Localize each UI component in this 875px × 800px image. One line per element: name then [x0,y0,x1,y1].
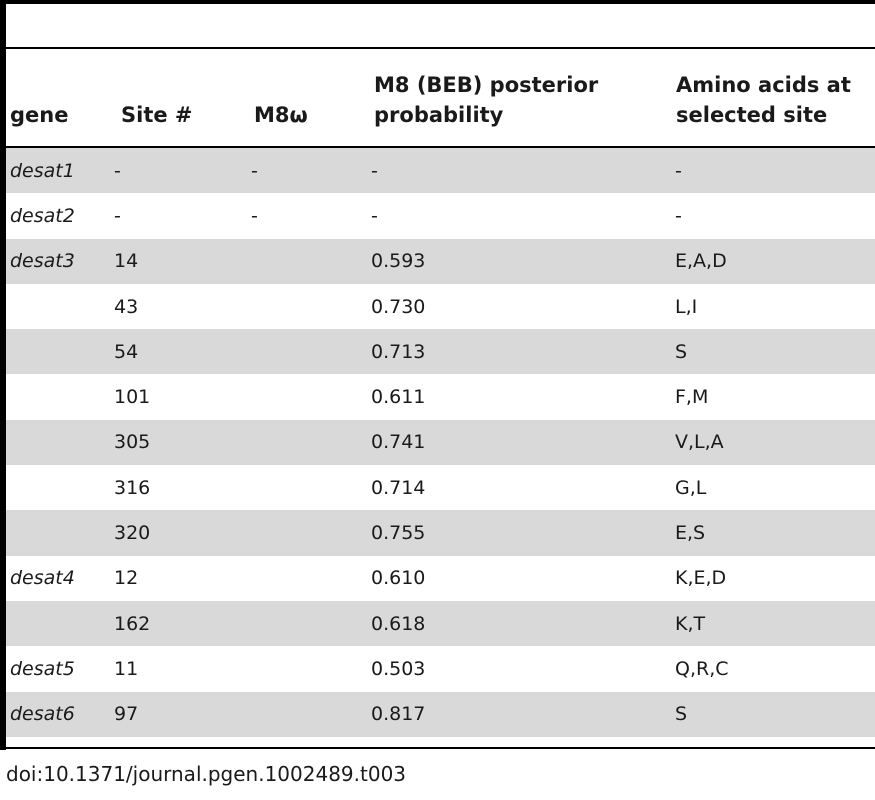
header-probability-line2: probability [374,103,504,127]
table-row: desat4 12 0.610 K,E,D [6,556,875,601]
cell-amino-acids: - [675,148,875,194]
cell-gene: desat3 [6,238,114,284]
cell-amino-acids: S [675,691,875,737]
cell-omega [251,510,371,556]
cell-amino-acids: S [675,329,875,375]
header-site: Site # [121,103,193,127]
cell-site: 320 [114,510,251,556]
cell-probability: 0.618 [371,600,675,647]
cell-gene [6,374,114,419]
table-row: desat1 - - - - [6,148,875,194]
table-row: 162 0.618 K,T [6,600,875,647]
cell-omega: - [251,204,258,227]
cell-gene [6,284,114,329]
header-gene: gene [10,103,69,127]
doi-caption: doi:10.1371/journal.pgen.1002489.t003 [6,762,407,786]
cell-omega [251,284,371,329]
cell-probability: 0.730 [371,295,426,318]
cell-omega [251,556,371,601]
header-amino-acids-line1: Amino acids at [676,73,851,97]
cell-amino-acids: V,L,A [675,419,875,466]
cell-omega [251,465,371,510]
cell-site: 305 [114,419,251,466]
table-row: desat6 97 0.817 S [6,691,875,737]
cell-amino-acids: F,M [675,386,709,409]
header-probability-line1: M8 (BEB) posterior [374,73,599,97]
cell-site: - [114,148,251,194]
top-rule [6,0,875,4]
cell-site: 11 [114,657,139,680]
cell-omega [251,419,371,466]
cell-gene [6,600,114,647]
cell-amino-acids: E,A,D [675,238,875,284]
cell-amino-acids: K,E,D [675,567,727,590]
cell-gene [6,419,114,466]
cell-probability: 0.593 [371,238,675,284]
cell-amino-acids: G,L [675,476,707,499]
cell-omega: - [251,148,371,194]
cell-omega [251,329,371,375]
cell-site: - [114,204,121,227]
cell-probability: 0.714 [371,476,426,499]
cell-omega [251,600,371,647]
header-top-rule [6,47,875,49]
header-probability: M8 (BEB) posterior probability [374,70,598,130]
cell-amino-acids: E,S [675,510,875,556]
cell-omega [251,646,371,691]
cell-probability: 0.741 [371,419,675,466]
cell-site: 43 [114,295,139,318]
cell-site: 97 [114,691,251,737]
cell-probability: 0.755 [371,510,675,556]
cell-site: 12 [114,567,139,590]
cell-probability: 0.713 [371,329,675,375]
cell-probability: - [371,148,675,194]
cell-probability: 0.503 [371,657,426,680]
cell-site: 316 [114,476,151,499]
cell-amino-acids: - [675,204,682,227]
cell-site: 54 [114,329,251,375]
cell-probability: 0.611 [371,386,426,409]
cell-amino-acids: Q,R,C [675,657,729,680]
cell-gene: desat6 [6,691,114,737]
cell-site: 14 [114,238,251,284]
left-border [0,0,6,750]
cell-gene: desat5 [10,657,75,680]
cell-site: 162 [114,600,251,647]
cell-gene [6,510,114,556]
cell-omega [251,374,371,419]
cell-amino-acids: L,I [675,295,698,318]
table-row: desat2 - - - - [6,193,875,238]
cell-gene: desat1 [6,148,114,194]
header-omega: M8ω [254,103,308,127]
cell-site: 101 [114,386,151,409]
table-row: 320 0.755 E,S [6,510,875,556]
header-amino-acids: Amino acids at selected site [676,70,851,130]
cell-omega [251,238,371,284]
table-row: desat3 14 0.593 E,A,D [6,238,875,284]
table-row: 43 0.730 L,I [6,284,875,329]
table-row: 316 0.714 G,L [6,465,875,510]
cell-probability: 0.817 [371,691,675,737]
cell-omega [251,691,371,737]
data-table: desat1 - - - - desat2 - - - - desat3 14 … [6,148,875,737]
table-row: 305 0.741 V,L,A [6,419,875,466]
cell-gene: desat4 [10,567,75,590]
cell-gene [6,329,114,375]
cell-gene [6,465,114,510]
header-bottom-rule [6,146,875,148]
table-row: desat5 11 0.503 Q,R,C [6,646,875,691]
table-row: 54 0.713 S [6,329,875,375]
cell-probability: - [371,204,378,227]
cell-amino-acids: K,T [675,600,875,647]
cell-probability: 0.610 [371,567,426,590]
table-bottom-rule [6,747,875,749]
table-row: 101 0.611 F,M [6,374,875,419]
header-amino-acids-line2: selected site [676,103,828,127]
table-body: desat1 - - - - desat2 - - - - desat3 14 … [6,148,875,737]
cell-gene: desat2 [10,204,75,227]
